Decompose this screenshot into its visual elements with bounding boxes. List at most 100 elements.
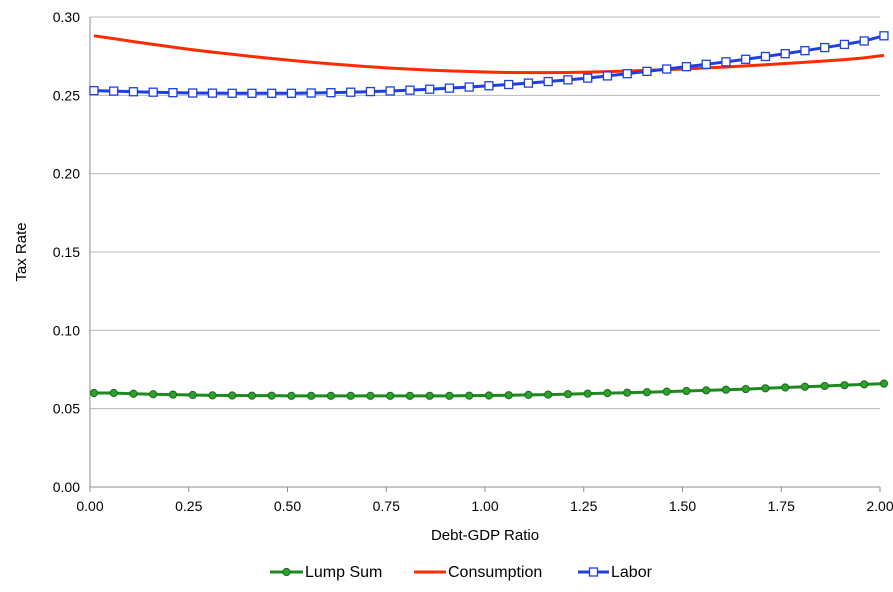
data-point-labor	[662, 64, 672, 74]
series-line-consumption	[93, 34, 885, 75]
data-point-lump-sum	[860, 380, 869, 389]
data-point-lump-sum	[583, 389, 592, 398]
data-point-labor	[583, 73, 593, 83]
data-point-lump-sum	[879, 379, 889, 388]
series-consumption	[93, 34, 885, 75]
x-tick-label: 0.75	[373, 498, 400, 514]
data-point-labor	[89, 85, 99, 96]
data-point-lump-sum	[366, 391, 375, 400]
data-point-labor	[879, 31, 889, 41]
y-tick-label: 0.10	[53, 322, 80, 338]
data-point-labor	[148, 87, 158, 97]
data-point-lump-sum	[741, 384, 750, 394]
data-point-lump-sum	[307, 391, 316, 400]
data-point-lump-sum	[386, 391, 395, 400]
data-point-lump-sum	[702, 386, 711, 395]
y-tick-label: 0.15	[53, 244, 80, 260]
data-point-lump-sum	[623, 388, 632, 397]
data-point-labor	[346, 87, 356, 97]
data-point-labor	[563, 75, 573, 85]
data-point-labor	[464, 82, 474, 92]
data-point-lump-sum	[504, 391, 513, 400]
data-point-lump-sum	[208, 391, 217, 400]
data-point-lump-sum	[781, 383, 790, 392]
data-point-lump-sum	[405, 391, 415, 400]
series-lump-sum	[89, 379, 889, 400]
data-point-lump-sum	[820, 381, 829, 391]
data-point-lump-sum	[247, 391, 257, 400]
data-point-lump-sum	[129, 389, 138, 398]
data-point-labor	[642, 66, 652, 77]
data-point-labor	[405, 85, 415, 95]
data-point-labor	[760, 51, 771, 62]
data-point-lump-sum	[761, 384, 770, 393]
y-tick-label: 0.25	[53, 87, 80, 103]
x-axis-title: Debt-GDP Ratio	[431, 527, 539, 544]
data-point-labor	[128, 87, 139, 97]
data-point-labor	[267, 88, 277, 98]
data-point-lump-sum	[603, 389, 612, 398]
data-point-labor	[721, 57, 731, 67]
series-labor	[89, 31, 889, 98]
y-axis-title: Tax Rate	[13, 222, 30, 281]
data-point-lump-sum	[346, 391, 355, 400]
data-point-labor	[741, 54, 751, 64]
data-point-lump-sum	[840, 381, 849, 390]
data-point-labor	[622, 69, 632, 79]
data-point-labor	[444, 83, 455, 93]
y-tick-label: 0.05	[53, 401, 80, 417]
x-tick-label: 0.25	[175, 498, 202, 514]
data-point-lump-sum	[800, 382, 810, 391]
data-point-labor	[543, 76, 553, 87]
data-point-labor	[306, 88, 316, 98]
data-point-lump-sum	[188, 390, 197, 400]
data-point-lump-sum	[662, 387, 671, 396]
labels-layer: Debt-GDP Ratio Tax Rate	[13, 222, 539, 544]
grid-layer	[90, 16, 880, 410]
data-point-lump-sum	[168, 390, 178, 399]
data-point-labor	[523, 78, 534, 88]
data-point-labor	[247, 88, 257, 98]
data-point-lump-sum	[425, 391, 434, 400]
data-point-labor	[820, 42, 830, 53]
legend-item-consumption: Consumption	[414, 564, 542, 581]
data-point-labor	[326, 88, 336, 98]
data-point-labor	[602, 71, 613, 81]
data-point-lump-sum	[682, 386, 691, 396]
data-point-labor	[168, 88, 178, 98]
data-point-labor	[425, 84, 435, 94]
legend-marker-labor	[588, 567, 599, 577]
data-point-lump-sum	[642, 388, 652, 397]
data-point-lump-sum	[287, 391, 296, 400]
data-point-lump-sum	[544, 390, 553, 399]
x-tick-label: 1.00	[471, 498, 498, 514]
data-point-labor	[859, 36, 869, 46]
legend: Lump Sum Consumption Labor	[270, 564, 653, 581]
data-point-labor	[701, 59, 711, 69]
data-point-lump-sum	[228, 391, 237, 400]
data-point-labor	[286, 88, 297, 98]
legend-label-lump-sum: Lump Sum	[305, 564, 382, 581]
data-point-labor	[839, 39, 850, 50]
legend-item-lump-sum: Lump Sum	[270, 564, 382, 581]
series-layer	[89, 31, 889, 400]
data-point-labor	[800, 46, 810, 56]
data-point-labor	[109, 86, 119, 96]
data-point-lump-sum	[721, 385, 731, 394]
legend-label-labor: Labor	[611, 564, 653, 581]
y-tick-label: 0.00	[53, 479, 80, 495]
x-tick-label: 2.00	[866, 498, 893, 514]
x-tick-label: 0.50	[274, 498, 301, 514]
data-point-labor	[365, 86, 376, 97]
data-point-labor	[681, 62, 692, 72]
x-tick-label: 0.00	[76, 498, 103, 514]
data-point-lump-sum	[445, 391, 454, 400]
data-point-lump-sum	[109, 388, 118, 398]
y-tick-label: 0.20	[53, 166, 80, 182]
data-point-lump-sum	[465, 391, 474, 400]
data-point-labor	[227, 88, 237, 98]
data-point-labor	[207, 88, 218, 98]
data-point-labor	[385, 86, 395, 96]
legend-marker-lump-sum	[282, 567, 291, 577]
